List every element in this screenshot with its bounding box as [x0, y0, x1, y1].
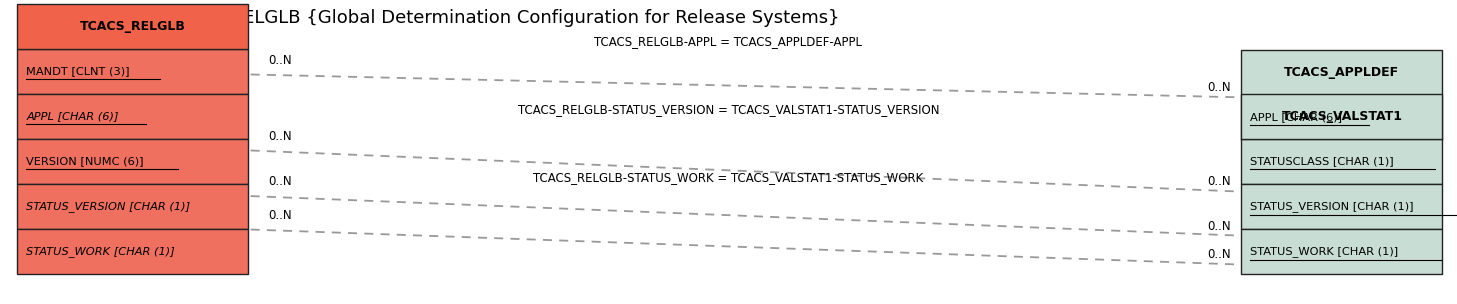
Text: SAP ABAP table TCACS_RELGLB {Global Determination Configuration for Release Syst: SAP ABAP table TCACS_RELGLB {Global Dete… — [17, 9, 841, 27]
Bar — [17, 229, 248, 274]
Text: 0..N: 0..N — [1208, 81, 1231, 94]
Text: 0..N: 0..N — [268, 54, 291, 67]
Text: 0..N: 0..N — [268, 175, 291, 188]
Text: 0..N: 0..N — [1208, 248, 1231, 261]
Bar — [17, 4, 248, 49]
Text: 0..N: 0..N — [268, 209, 291, 222]
Text: STATUS_WORK [CHAR (1)]: STATUS_WORK [CHAR (1)] — [1250, 246, 1399, 257]
Text: APPL [CHAR (6)]: APPL [CHAR (6)] — [1250, 112, 1342, 122]
Text: 0..N: 0..N — [268, 130, 291, 143]
Bar — [1241, 50, 1442, 95]
Text: TCACS_VALSTAT1: TCACS_VALSTAT1 — [1281, 110, 1403, 123]
Bar — [1241, 184, 1442, 229]
Bar — [1241, 95, 1442, 140]
Text: TCACS_RELGLB-STATUS_VERSION = TCACS_VALSTAT1-STATUS_VERSION: TCACS_RELGLB-STATUS_VERSION = TCACS_VALS… — [517, 103, 940, 116]
Text: MANDT [CLNT (3)]: MANDT [CLNT (3)] — [26, 66, 130, 76]
Bar — [17, 94, 248, 139]
Bar — [17, 139, 248, 184]
Text: APPL [CHAR (6)]: APPL [CHAR (6)] — [26, 111, 118, 121]
Text: TCACS_RELGLB-STATUS_WORK = TCACS_VALSTAT1-STATUS_WORK: TCACS_RELGLB-STATUS_WORK = TCACS_VALSTAT… — [533, 171, 924, 184]
Text: VERSION [NUMC (6)]: VERSION [NUMC (6)] — [26, 156, 144, 166]
Bar — [1241, 139, 1442, 184]
Bar — [1241, 94, 1442, 139]
Text: TCACS_RELGLB-APPL = TCACS_APPLDEF-APPL: TCACS_RELGLB-APPL = TCACS_APPLDEF-APPL — [594, 35, 863, 47]
Bar — [17, 184, 248, 229]
Text: 0..N: 0..N — [1208, 175, 1231, 188]
Text: STATUS_VERSION [CHAR (1)]: STATUS_VERSION [CHAR (1)] — [26, 201, 191, 212]
Text: TCACS_RELGLB: TCACS_RELGLB — [80, 20, 185, 33]
Bar — [17, 49, 248, 94]
Text: 0..N: 0..N — [1208, 219, 1231, 233]
Bar — [1241, 229, 1442, 274]
Text: TCACS_APPLDEF: TCACS_APPLDEF — [1284, 66, 1400, 79]
Text: STATUSCLASS [CHAR (1)]: STATUSCLASS [CHAR (1)] — [1250, 156, 1394, 166]
Text: STATUS_WORK [CHAR (1)]: STATUS_WORK [CHAR (1)] — [26, 246, 175, 257]
Text: STATUS_VERSION [CHAR (1)]: STATUS_VERSION [CHAR (1)] — [1250, 201, 1413, 212]
